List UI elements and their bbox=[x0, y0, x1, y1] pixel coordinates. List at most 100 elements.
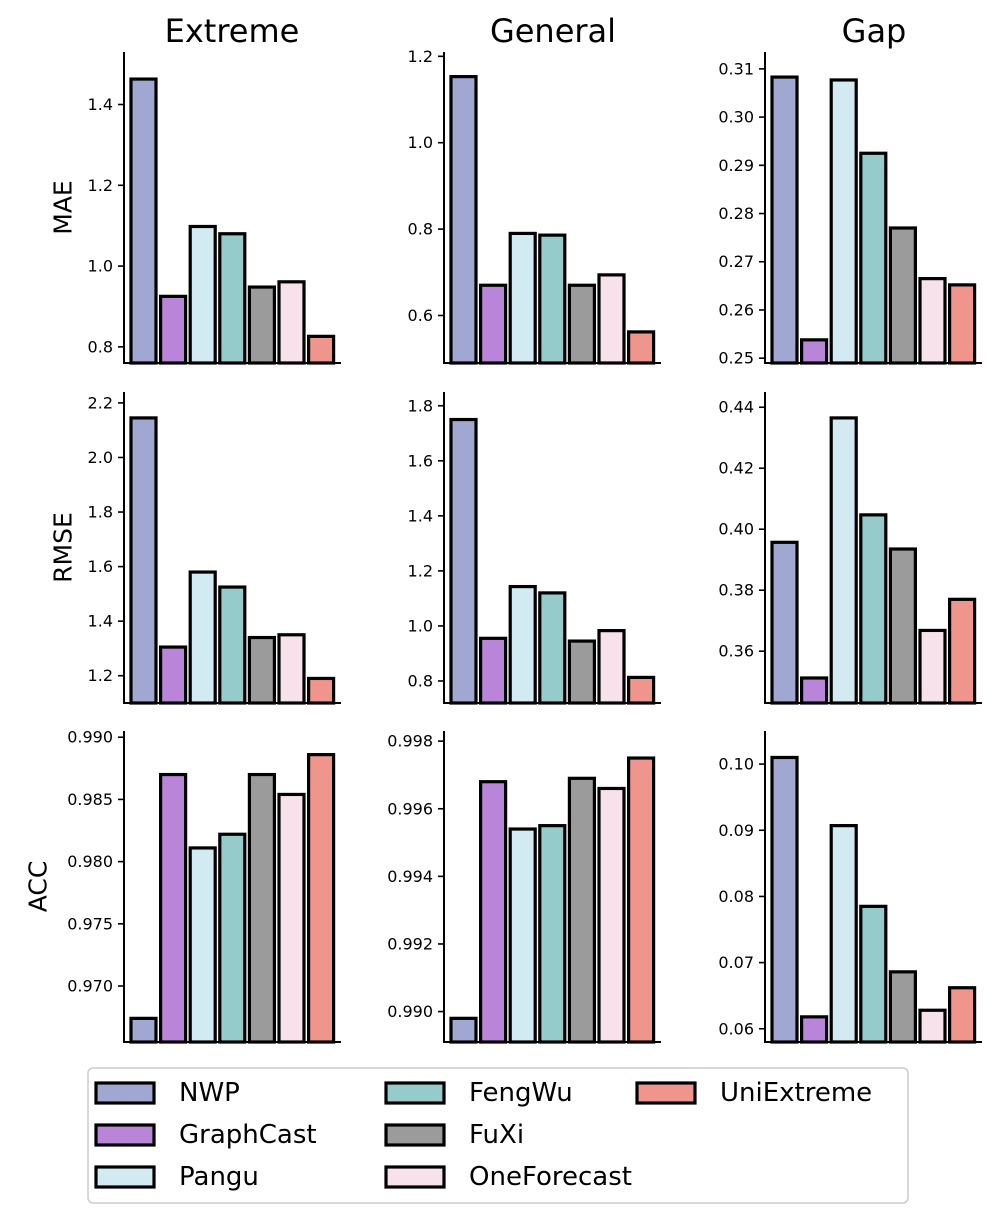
y-tick-label: 0.6 bbox=[408, 306, 433, 325]
bar-graphcast bbox=[159, 645, 188, 705]
panel-rmse-general: 0.8 1.0 1.2 1.4 1.6 1.8 bbox=[408, 392, 661, 705]
bar-oneforecast bbox=[597, 629, 626, 705]
bar-uniextreme bbox=[947, 283, 977, 365]
y-tick-label: 0.06 bbox=[718, 1019, 754, 1038]
bar-pangu bbox=[508, 584, 537, 705]
bar-fengwu bbox=[538, 233, 567, 365]
y-tick-label: 1.2 bbox=[88, 176, 113, 195]
y-tick-label: 1.8 bbox=[88, 503, 113, 522]
y-tick-label: 0.44 bbox=[718, 398, 754, 417]
bar-graphcast bbox=[479, 780, 508, 1044]
y-tick-label: 0.28 bbox=[718, 204, 754, 223]
column-titles: Extreme General Gap bbox=[165, 12, 907, 50]
bar-uniextreme bbox=[626, 675, 656, 705]
y-tick-label: 1.2 bbox=[408, 47, 433, 66]
legend-label: FuXi bbox=[469, 1120, 524, 1150]
legend-item-fengwu: FengWu bbox=[384, 1078, 573, 1108]
bar-fuxi bbox=[247, 772, 276, 1044]
y-tick-label: 1.4 bbox=[88, 612, 113, 631]
bar-nwp bbox=[770, 540, 799, 705]
legend-item-uniextreme: UniExtreme bbox=[635, 1078, 872, 1108]
panel-acc-extreme: 0.970 0.975 0.980 0.985 0.990 bbox=[67, 728, 341, 1044]
y-tick-label: 1.0 bbox=[408, 616, 433, 635]
bar-oneforecast bbox=[918, 628, 947, 705]
row-labels: MAE RMSE ACC bbox=[24, 180, 78, 912]
bar-graphcast bbox=[479, 636, 508, 705]
bar-fuxi bbox=[247, 635, 276, 705]
bar-uniextreme bbox=[947, 986, 977, 1044]
y-tick-label: 1.4 bbox=[408, 506, 433, 525]
bar-fengwu bbox=[859, 151, 888, 365]
bar-fuxi bbox=[567, 776, 597, 1044]
bar-uniextreme bbox=[626, 330, 656, 365]
bar-uniextreme bbox=[947, 597, 977, 705]
legend-label: GraphCast bbox=[179, 1120, 317, 1150]
legend-item-nwp: NWP bbox=[94, 1078, 240, 1108]
y-tick-label: 0.25 bbox=[718, 349, 754, 368]
row-label-mae: MAE bbox=[49, 180, 78, 234]
column-title-gap: Gap bbox=[842, 12, 907, 50]
bar-fuxi bbox=[567, 639, 597, 705]
y-tick-label: 0.31 bbox=[718, 59, 754, 78]
legend-label: UniExtreme bbox=[720, 1078, 872, 1108]
row-label-rmse: RMSE bbox=[49, 512, 78, 583]
panel-rmse-gap: 0.36 0.38 0.40 0.42 0.44 bbox=[718, 392, 982, 705]
bar-nwp bbox=[129, 416, 158, 705]
y-tick-label: 0.36 bbox=[718, 642, 754, 661]
legend-item-graphcast: GraphCast bbox=[94, 1120, 317, 1150]
y-tick-label: 0.8 bbox=[408, 671, 433, 690]
y-tick-label: 0.998 bbox=[387, 732, 433, 751]
legend-item-oneforecast: OneForecast bbox=[384, 1162, 632, 1192]
legend-label: FengWu bbox=[469, 1078, 573, 1108]
bar-oneforecast bbox=[277, 792, 306, 1044]
y-tick-label: 2.0 bbox=[88, 448, 113, 467]
legend-label: NWP bbox=[179, 1078, 240, 1108]
bar-fengwu bbox=[859, 513, 888, 705]
y-tick-label: 0.42 bbox=[718, 459, 754, 478]
y-tick-label: 0.38 bbox=[718, 581, 754, 600]
bar-pangu bbox=[829, 416, 858, 705]
y-tick-label: 0.990 bbox=[67, 728, 113, 747]
legend-swatch bbox=[384, 1165, 446, 1189]
legend-swatch bbox=[635, 1081, 697, 1105]
bar-fengwu bbox=[218, 585, 247, 705]
y-tick-label: 0.08 bbox=[718, 887, 754, 906]
bar-oneforecast bbox=[277, 280, 306, 365]
y-tick-label: 0.27 bbox=[718, 252, 754, 271]
y-tick-label: 0.40 bbox=[718, 520, 754, 539]
bar-fuxi bbox=[888, 226, 918, 365]
y-tick-label: 0.980 bbox=[67, 852, 113, 871]
panel-acc-general: 0.990 0.992 0.994 0.996 0.998 bbox=[387, 731, 661, 1044]
y-tick-label: 0.29 bbox=[718, 156, 754, 175]
bar-oneforecast bbox=[918, 277, 947, 365]
legend-swatch bbox=[94, 1081, 156, 1105]
bar-uniextreme bbox=[307, 334, 336, 365]
y-tick-label: 0.8 bbox=[408, 220, 433, 239]
bar-nwp bbox=[449, 75, 478, 365]
chart-panels: 0.8 1.0 1.2 1.4 0.6 0.8 1.0 1.2 0.25 0.26 0.27 0.28… bbox=[67, 47, 982, 1044]
bar-pangu bbox=[508, 231, 537, 365]
bar-pangu bbox=[508, 827, 537, 1044]
legend-item-fuxi: FuXi bbox=[384, 1120, 524, 1150]
y-tick-label: 0.990 bbox=[387, 1002, 433, 1021]
bar-fengwu bbox=[218, 232, 247, 365]
panel-mae-extreme: 0.8 1.0 1.2 1.4 bbox=[88, 52, 341, 365]
y-tick-label: 1.4 bbox=[88, 95, 113, 114]
bar-fengwu bbox=[538, 824, 567, 1044]
bar-nwp bbox=[129, 77, 158, 365]
bar-graphcast bbox=[159, 772, 188, 1044]
y-tick-label: 1.8 bbox=[408, 396, 433, 415]
bar-oneforecast bbox=[597, 273, 626, 365]
y-tick-label: 0.09 bbox=[718, 821, 754, 840]
bar-fuxi bbox=[567, 283, 597, 365]
legend-label: Pangu bbox=[179, 1162, 259, 1192]
bar-nwp bbox=[449, 417, 478, 705]
bar-fengwu bbox=[218, 832, 247, 1044]
y-tick-label: 1.0 bbox=[408, 133, 433, 152]
bar-uniextreme bbox=[307, 753, 336, 1044]
panel-rmse-extreme: 1.2 1.4 1.6 1.8 2.0 2.2 bbox=[88, 392, 341, 705]
bar-pangu bbox=[829, 824, 858, 1044]
bar-fengwu bbox=[538, 591, 567, 705]
bar-graphcast bbox=[799, 676, 829, 705]
bar-graphcast bbox=[159, 294, 188, 365]
